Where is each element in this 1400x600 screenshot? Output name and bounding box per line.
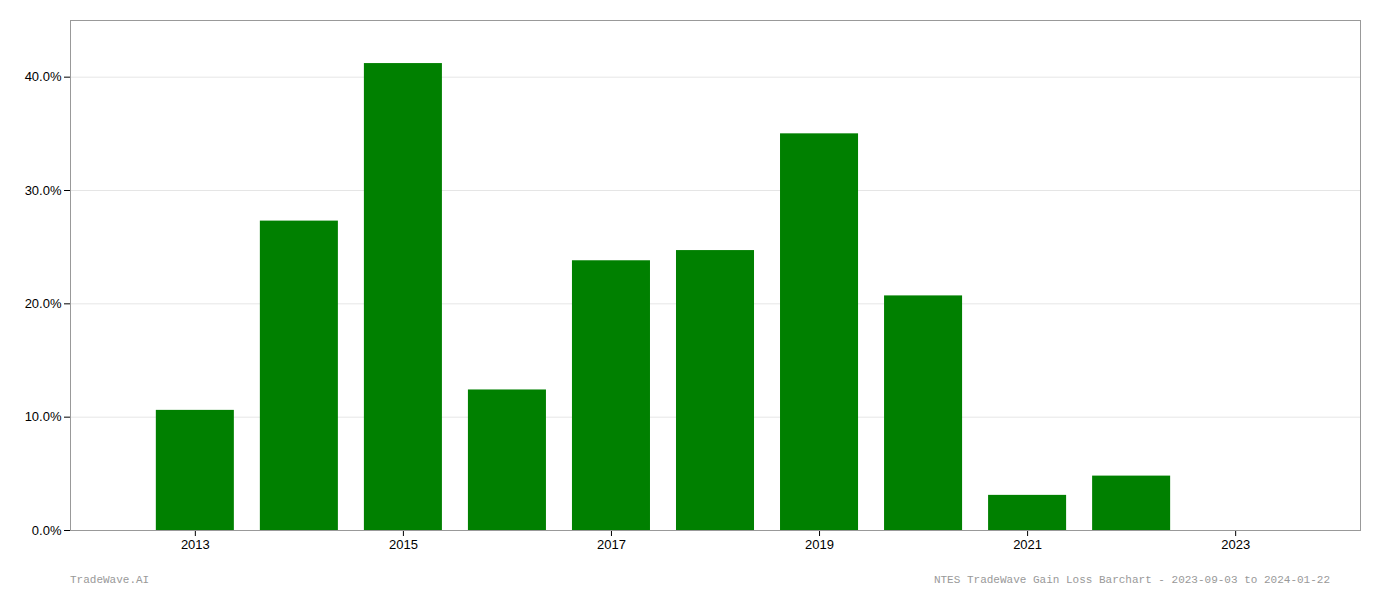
svg-text:2021: 2021 <box>1013 537 1042 552</box>
svg-text:30.0%: 30.0% <box>25 183 62 198</box>
svg-text:2015: 2015 <box>389 537 418 552</box>
svg-text:2013: 2013 <box>181 537 210 552</box>
svg-text:2019: 2019 <box>805 537 834 552</box>
svg-text:2023: 2023 <box>1221 537 1250 552</box>
html-text:TradeWave.AI: TradeWave.AI <box>70 574 150 586</box>
svg-text:20.0%: 20.0% <box>25 296 62 311</box>
html-text:NTES TradeWave Gain Loss Barch: NTES TradeWave Gain Loss Barchart - 2023… <box>933 574 1330 586</box>
svg-text:40.0%: 40.0% <box>25 69 62 84</box>
svg-text:10.0%: 10.0% <box>25 409 62 424</box>
svg-text:0.0%: 0.0% <box>32 523 62 538</box>
svg-text:2017: 2017 <box>597 537 626 552</box>
